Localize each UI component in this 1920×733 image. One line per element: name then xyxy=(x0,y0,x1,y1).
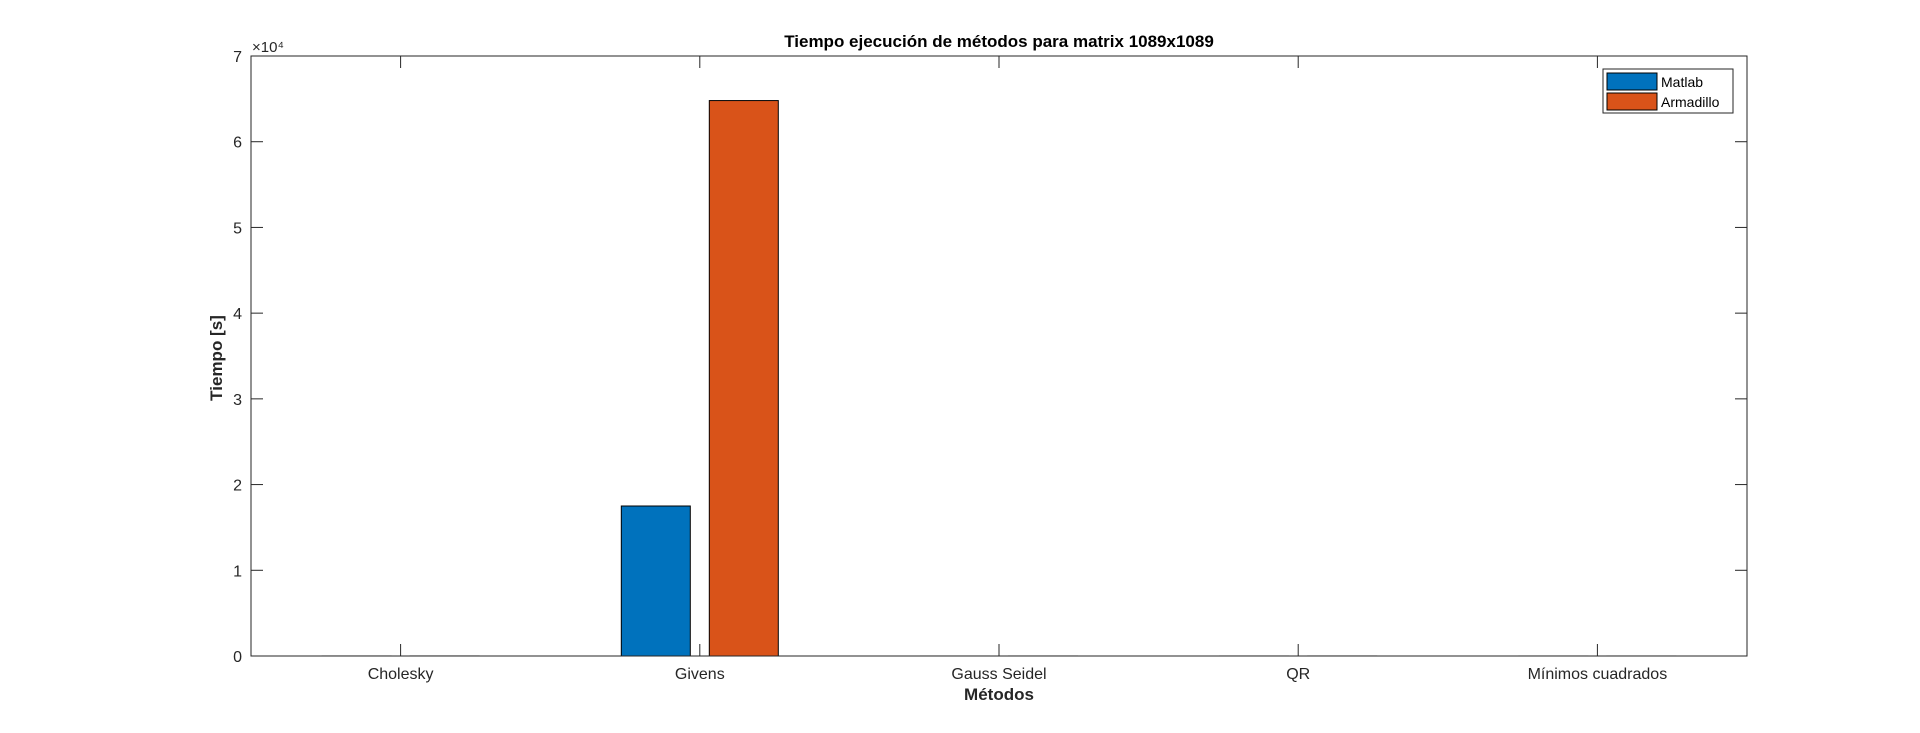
legend-label-matlab: Matlab xyxy=(1661,74,1703,90)
x-axis-label: Métodos xyxy=(964,685,1034,704)
x-tick-label: Givens xyxy=(675,666,725,683)
bar-armadillo-givens xyxy=(708,100,779,657)
legend-swatch-armadillo xyxy=(1606,92,1658,111)
plot-frame xyxy=(250,55,1748,657)
x-tick-label: QR xyxy=(1286,666,1310,683)
y-tick-label: 3 xyxy=(233,392,242,409)
legend-label-armadillo: Armadillo xyxy=(1661,94,1720,110)
x-tick-label: Cholesky xyxy=(368,666,434,683)
y-tick-label: 6 xyxy=(233,135,242,152)
y-tick-label: 5 xyxy=(233,220,242,237)
ticks-group: 0 1 2 3 4 5 6 7 Cholesky Givens Gauss Seidel QR Míni… xyxy=(233,49,1747,683)
chart-title: Tiempo ejecución de métodos para matrix … xyxy=(784,32,1214,51)
y-axis-exponent: ×10⁴ xyxy=(252,39,284,56)
y-tick-label: 7 xyxy=(233,49,242,66)
y-tick-label: 2 xyxy=(233,478,242,495)
y-tick-label: 4 xyxy=(233,306,242,323)
bar-matlab-givens xyxy=(620,505,691,657)
y-tick-label: 1 xyxy=(233,563,242,580)
x-tick-label: Mínimos cuadrados xyxy=(1528,666,1668,683)
x-tick-label: Gauss Seidel xyxy=(951,666,1046,683)
y-tick-label: 0 xyxy=(233,649,242,666)
legend: Matlab Armadillo xyxy=(1602,68,1734,114)
legend-swatch-matlab xyxy=(1606,72,1658,91)
y-axis-label: Tiempo [s] xyxy=(207,315,226,401)
